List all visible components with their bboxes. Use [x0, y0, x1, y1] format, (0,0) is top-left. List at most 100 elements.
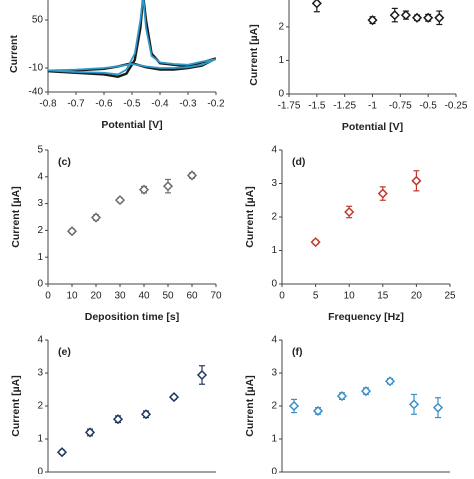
marker	[310, 237, 321, 248]
x-axis-label: Frequency [Hz]	[328, 311, 404, 323]
y-tick-label: 0	[37, 467, 43, 474]
marker	[367, 15, 378, 26]
panel-label: (d)	[292, 156, 305, 168]
y-axis-label: Current [µA]	[244, 375, 256, 436]
y-tick-label: -40	[29, 87, 44, 98]
x-tick-label: 50	[162, 291, 174, 302]
y-tick-label: 4	[271, 335, 277, 346]
x-tick-label: -0.25	[445, 101, 468, 112]
marker	[411, 175, 422, 186]
marker	[434, 12, 445, 23]
x-tick-label: -0.5	[420, 101, 438, 112]
marker	[432, 402, 444, 413]
x-tick-label: 30	[114, 291, 126, 302]
panel-label: (f)	[292, 346, 303, 358]
y-tick-label: 3	[271, 178, 277, 189]
marker	[168, 392, 180, 403]
marker	[56, 447, 68, 458]
x-tick-label: 20	[90, 291, 102, 302]
y-tick-label: 2	[271, 212, 277, 223]
y-axis-label: Current [µA]	[244, 186, 256, 247]
x-tick-label: 0	[279, 291, 285, 302]
x-tick-label: 0	[45, 291, 51, 302]
y-axis-label: Current [µA]	[10, 186, 22, 247]
y-tick-label: 50	[32, 15, 44, 26]
y-tick-label: 3	[37, 198, 43, 209]
x-tick-label: 25	[444, 291, 456, 302]
y-tick-label: 4	[37, 335, 43, 346]
marker	[344, 206, 355, 218]
y-tick-label: 5	[37, 145, 43, 156]
x-tick-label: -0.7	[67, 99, 85, 110]
x-axis-label: Potential [V]	[101, 119, 162, 131]
marker	[423, 12, 434, 23]
y-tick-label: 4	[271, 145, 277, 156]
marker	[162, 181, 174, 192]
marker	[196, 369, 208, 381]
x-tick-label: 70	[210, 291, 222, 302]
cv-curve	[48, 0, 216, 76]
x-tick-label: 40	[138, 291, 150, 302]
x-tick-label: -0.75	[389, 101, 412, 112]
x-tick-label: 5	[313, 291, 319, 302]
y-tick-label: 0	[278, 89, 284, 100]
x-tick-label: -1.75	[278, 101, 301, 112]
marker	[336, 391, 348, 402]
y-tick-label: 1	[37, 434, 43, 445]
marker	[140, 409, 152, 420]
x-tick-label: -0.8	[39, 99, 57, 110]
x-tick-label: -0.6	[95, 99, 113, 110]
y-axis-label: Current [µA]	[10, 375, 22, 436]
x-tick-label: -0.5	[123, 99, 141, 110]
y-axis-label: Current [µA]	[248, 24, 260, 85]
x-tick-label: -1	[368, 101, 377, 112]
marker	[400, 10, 411, 21]
x-tick-label: 10	[344, 291, 356, 302]
x-tick-label: 15	[377, 291, 389, 302]
panel-label: (c)	[58, 156, 71, 168]
marker	[114, 195, 126, 206]
cv-curve	[48, 0, 216, 79]
x-tick-label: -1.25	[333, 101, 356, 112]
y-tick-label: 1	[271, 245, 277, 256]
y-tick-label: 2	[271, 401, 277, 412]
x-tick-label: 10	[66, 291, 78, 302]
y-tick-label: 2	[37, 401, 43, 412]
marker	[112, 414, 124, 425]
marker	[66, 226, 78, 237]
y-tick-label: 3	[271, 368, 277, 379]
x-tick-label: -1.5	[308, 101, 326, 112]
marker	[377, 188, 388, 199]
x-axis-label: Deposition time [s]	[85, 311, 180, 323]
marker	[311, 0, 322, 9]
y-tick-label: 2	[278, 21, 284, 32]
y-tick-label: 0	[271, 279, 277, 290]
marker	[186, 170, 198, 181]
y-tick-label: -10	[29, 63, 44, 74]
marker	[138, 184, 150, 195]
marker	[90, 212, 102, 223]
y-axis-label: Current	[8, 35, 20, 73]
y-tick-label: 0	[37, 279, 43, 290]
y-tick-label: 1	[37, 252, 43, 263]
y-tick-label: 1	[278, 55, 284, 66]
x-tick-label: -0.2	[207, 99, 225, 110]
y-tick-label: 0	[271, 467, 277, 474]
marker	[389, 10, 400, 21]
y-tick-label: 1	[271, 434, 277, 445]
marker	[312, 405, 324, 417]
y-tick-label: 2	[37, 225, 43, 236]
x-tick-label: -0.4	[151, 99, 169, 110]
y-tick-label: 4	[37, 171, 43, 182]
panel-label: (e)	[58, 346, 71, 358]
marker	[411, 12, 423, 23]
marker	[84, 427, 96, 438]
x-tick-label: 20	[411, 291, 423, 302]
x-tick-label: -0.3	[179, 99, 197, 110]
marker	[408, 399, 420, 410]
x-tick-label: 60	[186, 291, 198, 302]
marker	[360, 386, 372, 397]
x-axis-label: Potential [V]	[342, 121, 403, 133]
